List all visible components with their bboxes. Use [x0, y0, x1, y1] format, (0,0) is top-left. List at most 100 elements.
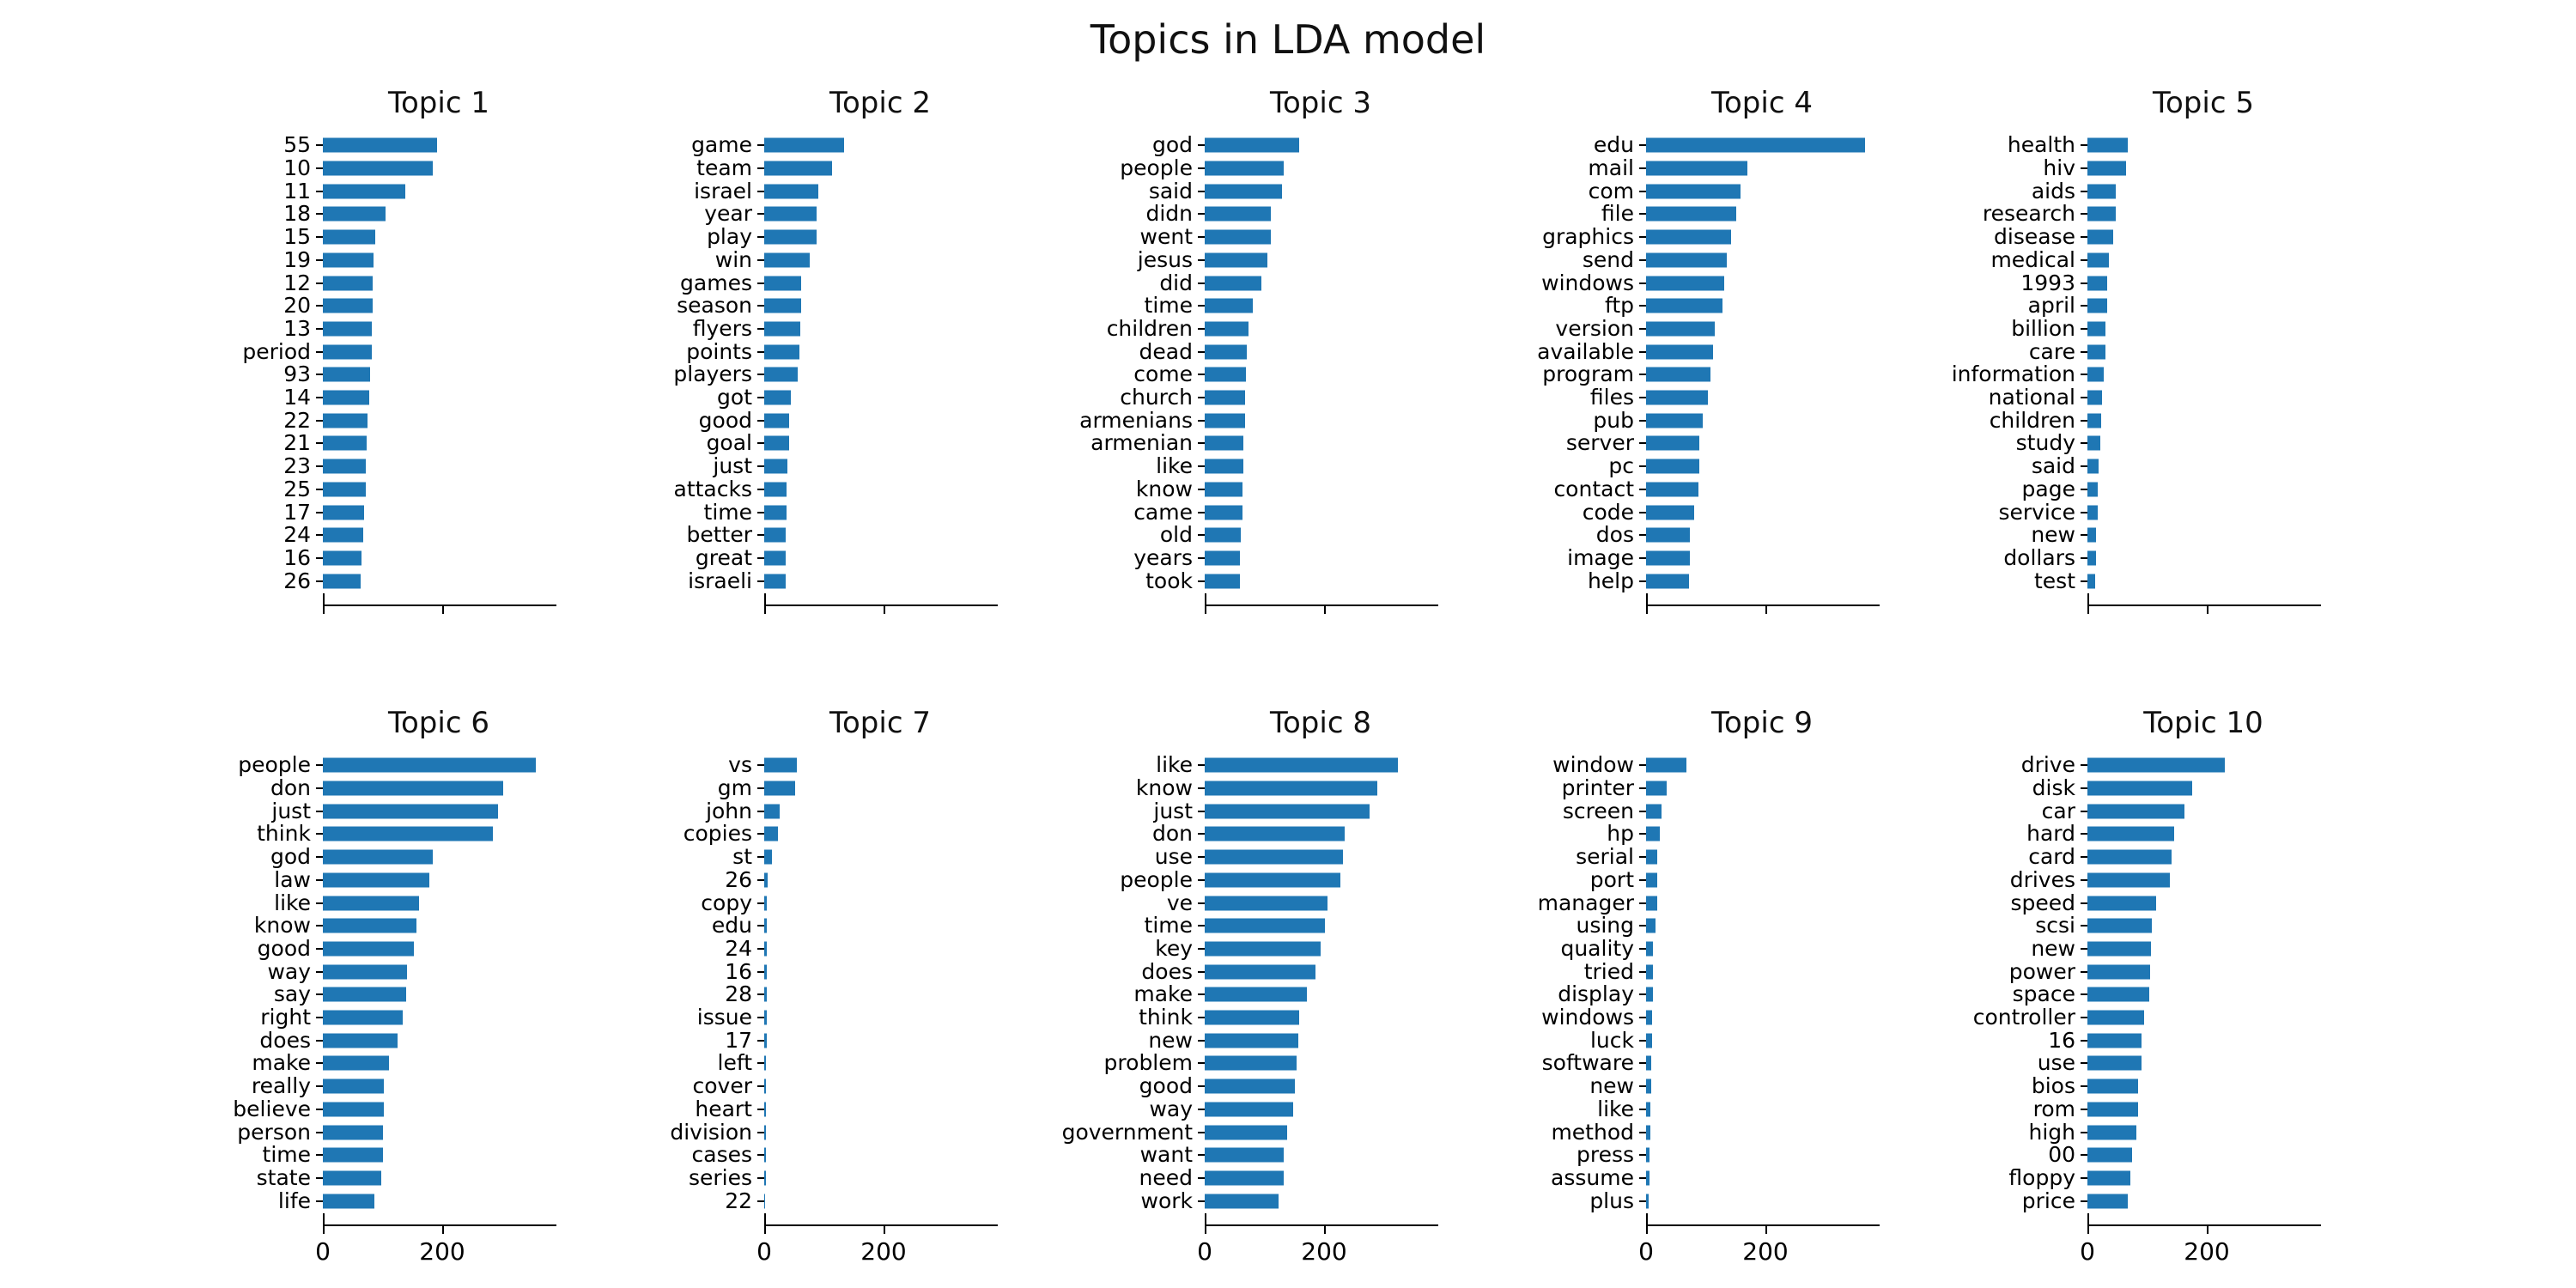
bar	[1205, 826, 1346, 841]
y-axis-label: 12	[283, 270, 311, 295]
y-axis-label: test	[2033, 568, 2075, 593]
y-axis-label: like	[274, 890, 311, 915]
bar	[323, 918, 416, 933]
bar-row: car	[1924, 799, 2328, 823]
y-axis-label: god	[270, 844, 311, 870]
bar-row: edu	[1483, 134, 1886, 157]
bar-track	[764, 137, 996, 153]
bar-track	[764, 849, 996, 865]
bar	[1646, 527, 1690, 543]
bar	[2087, 298, 2108, 313]
bar-track	[1646, 1102, 1878, 1117]
bar-row: new	[1924, 937, 2328, 961]
bar-track	[2087, 757, 2319, 773]
axis-corner-stub	[1205, 593, 1206, 605]
bar-track	[2087, 1170, 2319, 1186]
bar-track	[1205, 1078, 1437, 1094]
bar	[1205, 1194, 1279, 1209]
y-tick-mark	[1198, 925, 1205, 927]
bar	[2087, 804, 2185, 819]
y-axis-label: 28	[725, 981, 752, 1007]
axis-corner-stub	[1646, 1213, 1648, 1224]
bar-row: card	[1924, 846, 2328, 869]
bar-track	[1205, 344, 1437, 360]
y-axis-label: power	[2008, 958, 2075, 984]
bar-row: 16	[601, 960, 1005, 983]
bar-row: say	[160, 983, 563, 1006]
bar-row: new	[1042, 1029, 1445, 1052]
bar-track	[323, 849, 555, 865]
y-tick-mark	[1198, 1017, 1205, 1019]
bar-row: 16	[1924, 1029, 2328, 1052]
y-tick-mark	[316, 144, 323, 147]
bar-track	[323, 781, 555, 796]
y-axis-label: john	[706, 798, 752, 823]
x-tick-mark	[1646, 606, 1648, 614]
y-axis-label: time	[703, 499, 752, 525]
x-tick-mark	[1765, 1226, 1767, 1234]
y-tick-mark	[316, 1131, 323, 1133]
y-tick-mark	[1639, 144, 1646, 147]
bar	[1646, 1102, 1650, 1117]
bar-row: new	[1483, 1075, 1886, 1098]
bar-track	[764, 344, 996, 360]
y-tick-mark	[1639, 1177, 1646, 1179]
bar-track	[2087, 1078, 2319, 1094]
bar-track	[2087, 184, 2319, 199]
bar-track	[764, 435, 996, 451]
bar-row: dead	[1042, 340, 1445, 363]
bar-track	[323, 918, 555, 933]
bar	[764, 987, 767, 1002]
bar-track	[1646, 459, 1878, 474]
y-axis-label: 1993	[2020, 270, 2075, 295]
bar	[764, 550, 787, 566]
bar-track	[1646, 1010, 1878, 1025]
bar	[1205, 1147, 1285, 1163]
bar-track	[2087, 367, 2319, 382]
y-tick-mark	[757, 305, 764, 307]
bar-row: graphics	[1483, 226, 1886, 249]
bar-track	[1646, 941, 1878, 957]
y-axis-label: people	[238, 752, 311, 778]
bar	[764, 964, 767, 980]
bar-row: controller	[1924, 1006, 2328, 1030]
bar-row: billion	[1924, 317, 2328, 341]
bar-row: speed	[1924, 891, 2328, 914]
y-tick-mark	[2081, 878, 2087, 881]
y-tick-mark	[757, 810, 764, 812]
y-tick-mark	[757, 1108, 764, 1110]
y-axis-label: just	[271, 798, 311, 823]
y-axis-label: window	[1552, 752, 1634, 778]
y-axis-label: 17	[283, 499, 311, 525]
bar-rows: drive disk car hard card drives speed scsi new po…	[1924, 754, 2328, 1212]
bar-row: way	[1042, 1097, 1445, 1121]
y-tick-mark	[1639, 282, 1646, 284]
y-axis-label: need	[1139, 1165, 1193, 1190]
axis-corner-stub	[2087, 1213, 2089, 1224]
bar-row: just	[601, 455, 1005, 478]
bar	[764, 482, 787, 497]
bar-track	[1646, 896, 1878, 911]
bar	[323, 1033, 398, 1048]
y-axis-label: does	[259, 1027, 311, 1053]
bar	[1646, 550, 1690, 566]
bar-row: 23	[160, 455, 563, 478]
y-axis-label: period	[242, 338, 311, 364]
y-tick-mark	[1198, 350, 1205, 353]
bar-row: use	[1042, 846, 1445, 869]
bar	[323, 344, 372, 360]
y-tick-mark	[1639, 1131, 1646, 1133]
bar	[2087, 229, 2113, 245]
bar-row: 28	[601, 983, 1005, 1006]
y-tick-mark	[1639, 810, 1646, 812]
y-axis-label: cases	[691, 1142, 753, 1168]
bar-track	[764, 1055, 996, 1071]
bar-row: 15	[160, 226, 563, 249]
bar-track	[1205, 1033, 1437, 1048]
y-tick-mark	[316, 511, 323, 513]
y-tick-mark	[316, 1177, 323, 1179]
bar-track	[2087, 1125, 2319, 1140]
y-axis-label: 19	[283, 246, 311, 272]
bar	[1205, 872, 1340, 888]
y-tick-mark	[1198, 1085, 1205, 1088]
